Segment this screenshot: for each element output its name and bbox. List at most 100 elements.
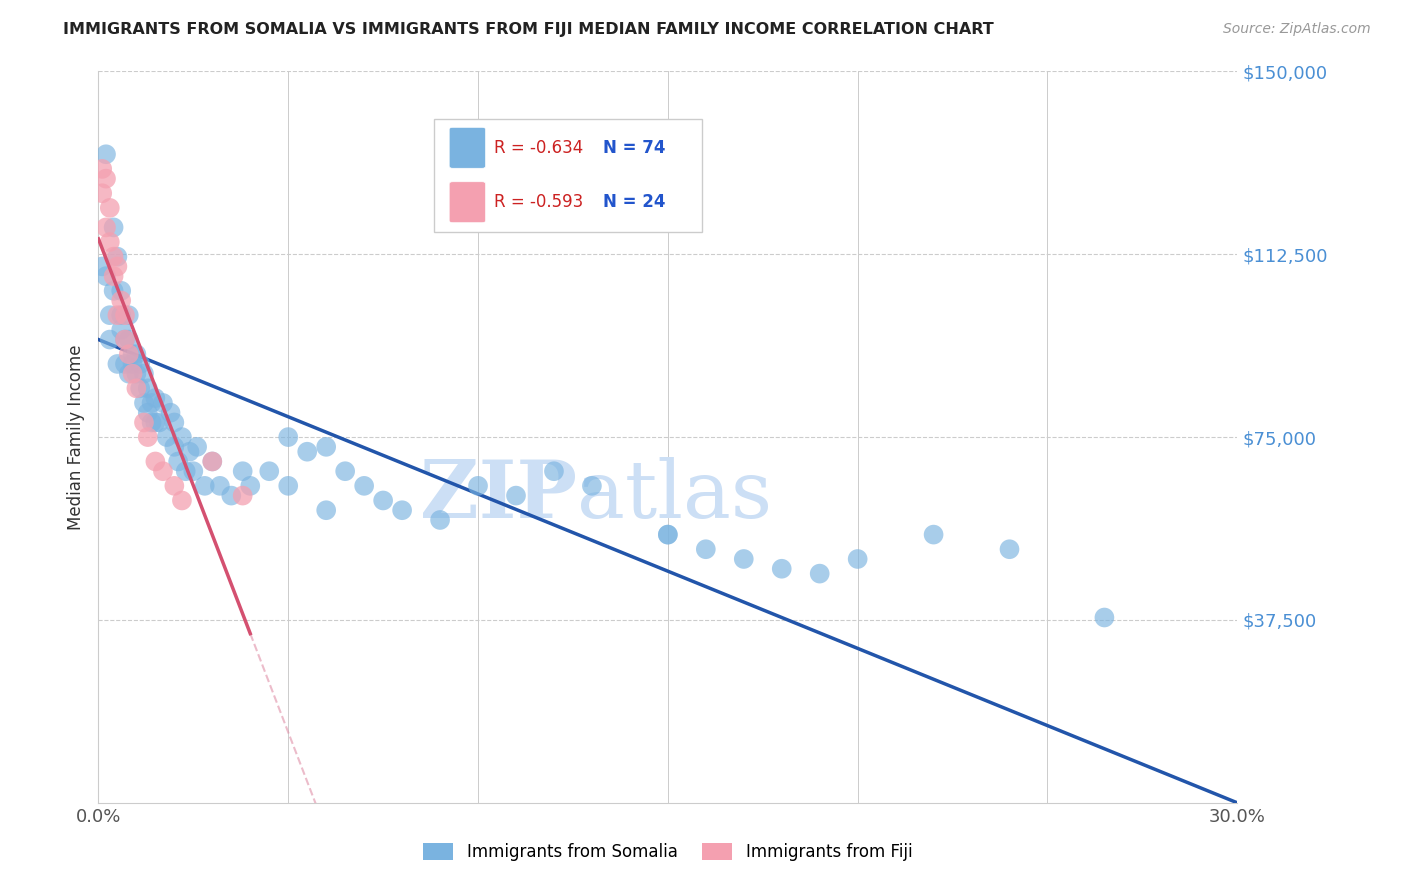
Point — [163, 479, 186, 493]
Point — [103, 250, 125, 264]
Point — [998, 542, 1021, 557]
Point — [277, 430, 299, 444]
Point — [922, 527, 945, 541]
Point — [110, 308, 132, 322]
Point — [121, 367, 143, 381]
Point — [353, 479, 375, 493]
Text: N = 74: N = 74 — [603, 139, 665, 157]
Point — [770, 562, 793, 576]
Point — [110, 293, 132, 308]
Text: R = -0.593: R = -0.593 — [494, 194, 583, 211]
Point — [118, 308, 141, 322]
Point — [201, 454, 224, 468]
Point — [91, 186, 114, 201]
Point — [94, 171, 117, 186]
Point — [179, 444, 201, 458]
Point — [98, 201, 121, 215]
Point — [194, 479, 217, 493]
Point — [174, 464, 197, 478]
Point — [695, 542, 717, 557]
Point — [91, 161, 114, 176]
Point — [110, 323, 132, 337]
Point — [145, 454, 167, 468]
Point — [259, 464, 281, 478]
Point — [141, 416, 163, 430]
Point — [277, 479, 299, 493]
Point — [132, 367, 155, 381]
Point — [121, 357, 143, 371]
Point — [221, 489, 243, 503]
Point — [114, 308, 136, 322]
Point — [98, 308, 121, 322]
Point — [657, 527, 679, 541]
Point — [98, 333, 121, 347]
Point — [1094, 610, 1116, 624]
Point — [808, 566, 831, 581]
Point — [167, 454, 190, 468]
Point — [110, 284, 132, 298]
Point — [94, 147, 117, 161]
Point — [118, 367, 141, 381]
Text: atlas: atlas — [576, 457, 772, 534]
Point — [152, 464, 174, 478]
Point — [163, 440, 186, 454]
Point — [183, 464, 205, 478]
Point — [98, 235, 121, 249]
Point — [170, 493, 193, 508]
Point — [846, 552, 869, 566]
Point — [107, 250, 129, 264]
Point — [335, 464, 357, 478]
Point — [170, 430, 193, 444]
Point — [114, 333, 136, 347]
Point — [505, 489, 527, 503]
Point — [107, 357, 129, 371]
Legend: Immigrants from Somalia, Immigrants from Fiji: Immigrants from Somalia, Immigrants from… — [416, 836, 920, 868]
Text: Source: ZipAtlas.com: Source: ZipAtlas.com — [1223, 22, 1371, 37]
FancyBboxPatch shape — [449, 128, 485, 169]
Point — [581, 479, 603, 493]
Point — [429, 513, 451, 527]
FancyBboxPatch shape — [449, 182, 485, 223]
Point — [121, 347, 143, 361]
Point — [107, 260, 129, 274]
Point — [733, 552, 755, 566]
Point — [145, 416, 167, 430]
Point — [103, 284, 125, 298]
Point — [152, 396, 174, 410]
Point — [232, 464, 254, 478]
Point — [94, 269, 117, 284]
Point — [208, 479, 231, 493]
Point — [114, 357, 136, 371]
Point — [136, 406, 159, 420]
Point — [148, 416, 170, 430]
Text: N = 24: N = 24 — [603, 194, 665, 211]
Y-axis label: Median Family Income: Median Family Income — [66, 344, 84, 530]
Point — [132, 416, 155, 430]
Point — [159, 406, 181, 420]
Point — [163, 416, 186, 430]
Point — [315, 440, 337, 454]
Point — [145, 391, 167, 405]
Text: ZIP: ZIP — [420, 457, 576, 534]
Point — [125, 367, 148, 381]
Point — [136, 430, 159, 444]
Point — [132, 396, 155, 410]
Point — [201, 454, 224, 468]
Point — [103, 269, 125, 284]
Point — [125, 347, 148, 361]
Point — [315, 503, 337, 517]
Point — [118, 347, 141, 361]
Point — [107, 308, 129, 322]
Point — [391, 503, 413, 517]
Point — [94, 220, 117, 235]
Point — [141, 396, 163, 410]
Point — [91, 260, 114, 274]
Point — [239, 479, 262, 493]
Point — [297, 444, 319, 458]
Point — [129, 381, 152, 395]
Point — [467, 479, 489, 493]
FancyBboxPatch shape — [434, 119, 702, 232]
Point — [103, 220, 125, 235]
Point — [125, 381, 148, 395]
Point — [543, 464, 565, 478]
